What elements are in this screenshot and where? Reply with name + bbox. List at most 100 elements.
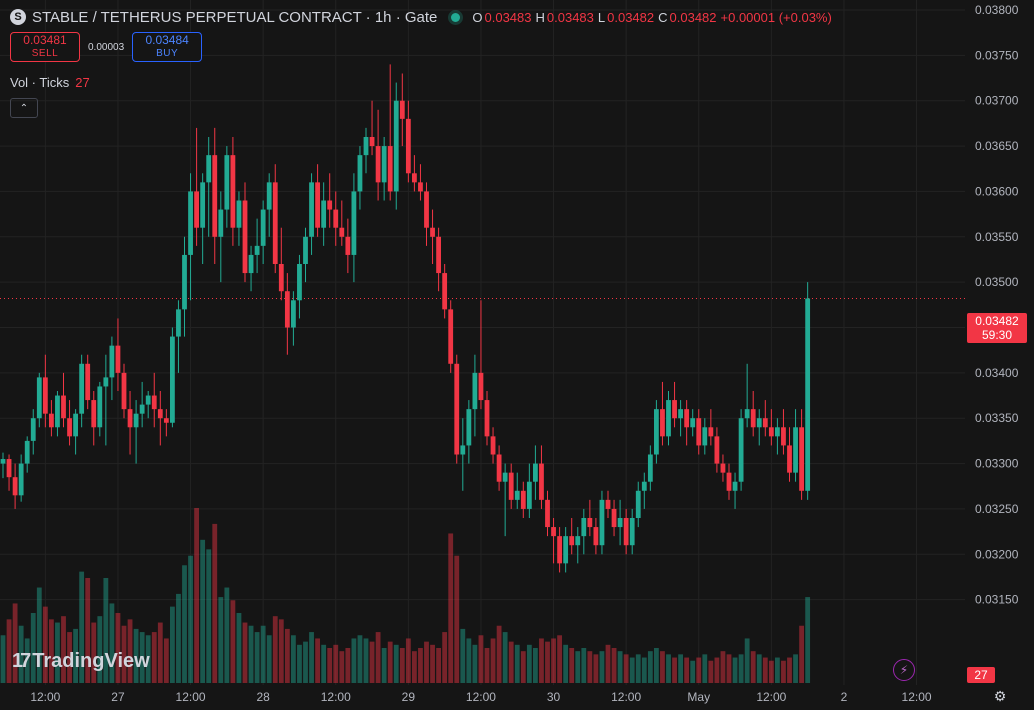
- volume-bar: [799, 625, 804, 683]
- candle-body: [466, 409, 472, 446]
- candle-body: [224, 155, 230, 210]
- volume-bar: [702, 654, 708, 683]
- volume-bar: [200, 539, 206, 683]
- volume-bar: [647, 651, 653, 683]
- candle-body: [520, 490, 526, 509]
- price-axis[interactable]: 0.03800 0.03750 0.03700 0.03650 0.03600 0.035…: [975, 3, 1019, 607]
- close-value: 0.03482: [669, 9, 717, 25]
- volume-bar: [557, 635, 562, 683]
- candle-body: [357, 155, 363, 192]
- candle-body: [236, 200, 242, 228]
- candle-body: [321, 200, 327, 228]
- low-value: 0.03482: [607, 9, 655, 25]
- chevron-up-icon[interactable]: ⌃: [10, 98, 38, 118]
- volume-bar: [315, 638, 320, 683]
- volume-bar: [714, 657, 720, 683]
- symbol-title[interactable]: STABLE / TETHERUS PERPETUAL CONTRACT · 1…: [32, 8, 438, 26]
- gear-icon[interactable]: ⚙: [993, 687, 1007, 704]
- time-tick-label: 30: [547, 690, 561, 704]
- volume-bar: [708, 660, 714, 683]
- volume-bar: [563, 644, 569, 683]
- volume-bar: [55, 622, 60, 683]
- volume-bar: [381, 648, 387, 683]
- volume-bar: [157, 622, 163, 683]
- candle-body: [242, 200, 248, 274]
- volume-bar: [424, 641, 429, 683]
- volume-bar: [206, 549, 212, 683]
- candle-body: [12, 477, 18, 496]
- candle-body: [73, 413, 78, 437]
- candle-body: [472, 372, 478, 410]
- volume-bar: [18, 625, 24, 683]
- volume-bar: [109, 603, 115, 683]
- volume-bar: [103, 578, 109, 683]
- volume-bar: [575, 651, 581, 683]
- candle-body: [0, 459, 6, 464]
- time-tick-label: May: [687, 690, 710, 704]
- volume-bar: [545, 641, 550, 683]
- candle-body: [315, 182, 320, 228]
- volume-bar: [690, 660, 696, 683]
- time-tick-label: 12:00: [30, 690, 60, 704]
- candle-body: [654, 409, 659, 455]
- candle-body: [91, 400, 97, 428]
- tradingview-logo-icon: 17: [12, 650, 31, 672]
- volume-bar: [611, 648, 617, 683]
- candle-body: [151, 395, 157, 410]
- time-axis[interactable]: 12:00 27 12:00 28 12:00 29 12:00 30 12:00 May 12:0…: [30, 690, 932, 704]
- close-label: C: [658, 9, 668, 25]
- volume-bar: [345, 648, 351, 683]
- volume-bar: [121, 625, 127, 683]
- volume-bar: [369, 641, 375, 683]
- candle-body: [781, 427, 786, 446]
- candle-body: [563, 536, 569, 564]
- volume-bar: [750, 651, 756, 683]
- candle-body: [139, 404, 145, 414]
- volume-bar: [230, 600, 236, 683]
- market-status-icon[interactable]: [451, 12, 461, 22]
- volume-legend[interactable]: Vol · Ticks 27: [10, 75, 90, 90]
- candle-body: [42, 377, 48, 414]
- volume-bar: [145, 635, 151, 683]
- candle-body: [339, 227, 345, 237]
- candle-body: [170, 336, 175, 423]
- volume-bar: [194, 508, 199, 683]
- price-tick-label: 0.03350: [975, 411, 1019, 425]
- volume-bar: [484, 648, 490, 683]
- volume-bar: [42, 606, 48, 683]
- price-tick-label: 0.03800: [975, 3, 1019, 17]
- candle-body: [327, 200, 333, 210]
- volume-bar: [163, 638, 169, 683]
- lightning-icon[interactable]: ⚡: [893, 659, 915, 681]
- candle-body: [744, 409, 750, 419]
- sell-label: SELL: [31, 48, 59, 59]
- candle-body: [182, 254, 187, 310]
- candle-body: [575, 536, 581, 546]
- volume-bar: [327, 648, 333, 683]
- volume-bar: [678, 654, 683, 683]
- candle-body: [248, 254, 254, 274]
- sell-button[interactable]: 0.03481 SELL: [10, 32, 80, 62]
- candle-body: [647, 454, 653, 482]
- candle-body: [557, 536, 562, 564]
- tradingview-logo[interactable]: 17 TradingView: [12, 650, 150, 673]
- buy-button[interactable]: 0.03484 BUY: [132, 32, 203, 62]
- candle-body: [55, 395, 60, 428]
- volume-bar: [496, 625, 502, 683]
- volume-bar: [629, 657, 635, 683]
- candle-body: [333, 209, 339, 228]
- candle-body: [103, 377, 109, 387]
- candle-body: [539, 463, 544, 500]
- volume-bar: [97, 616, 103, 683]
- candle-body: [24, 440, 30, 464]
- candle-body: [133, 413, 139, 428]
- candle-body: [436, 236, 441, 274]
- volume-bar: [581, 648, 587, 683]
- candle-body: [297, 264, 302, 301]
- candle-body: [726, 472, 732, 491]
- candle-body: [230, 155, 236, 228]
- candle-body: [738, 418, 744, 482]
- candle-body: [684, 409, 690, 428]
- volume-bar: [756, 654, 762, 683]
